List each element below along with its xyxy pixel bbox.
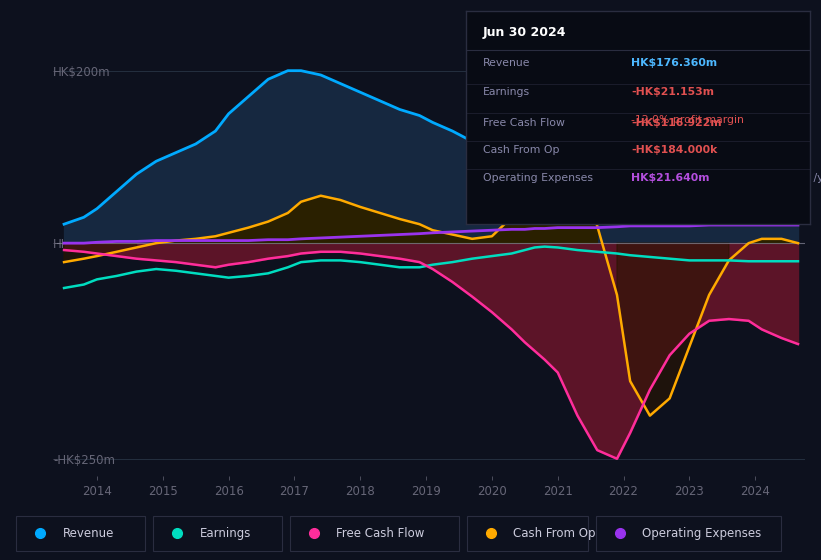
Text: -HK$116.922m: -HK$116.922m [631,118,722,128]
Text: Earnings: Earnings [200,527,251,540]
Text: -12.0% profit margin: -12.0% profit margin [631,115,744,125]
Text: Jun 30 2024: Jun 30 2024 [483,26,566,39]
Text: Revenue: Revenue [63,527,114,540]
Text: Cash From Op: Cash From Op [513,527,596,540]
Text: Revenue: Revenue [483,58,530,68]
Text: HK$21.640m: HK$21.640m [631,173,709,183]
Text: Free Cash Flow: Free Cash Flow [337,527,424,540]
Text: Earnings: Earnings [483,87,530,97]
Text: /yr: /yr [810,173,821,183]
Text: Cash From Op: Cash From Op [483,145,559,155]
Text: Free Cash Flow: Free Cash Flow [483,118,565,128]
Text: Operating Expenses: Operating Expenses [642,527,761,540]
Text: -HK$184.000k: -HK$184.000k [631,145,718,155]
Text: -HK$21.153m: -HK$21.153m [631,87,714,97]
Text: HK$176.360m: HK$176.360m [631,58,718,68]
Text: Operating Expenses: Operating Expenses [483,173,593,183]
